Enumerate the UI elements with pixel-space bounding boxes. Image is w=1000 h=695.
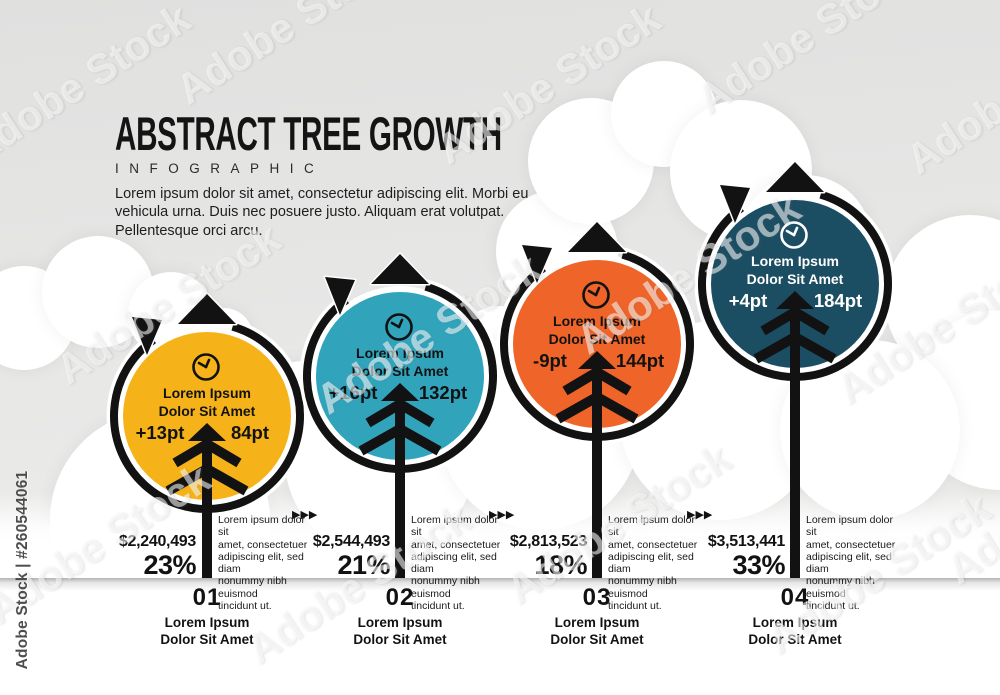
clock-icon xyxy=(582,281,610,309)
circle-label: Lorem Ipsum Dolor Sit Amet xyxy=(351,345,449,380)
chevrons-icon: ▶▶▶ xyxy=(489,509,515,521)
chevrons-icon: ▶▶▶ xyxy=(687,509,713,521)
growth-arrow-icon xyxy=(753,291,837,364)
tree-circle xyxy=(316,292,484,460)
intro-text: Lorem ipsum dolor sit amet, consectetur … xyxy=(115,186,529,239)
delta-label: -9pt xyxy=(533,350,567,371)
page-title: ABSTRACT TREE GROWTH xyxy=(115,107,502,160)
tree-trunk xyxy=(592,362,602,578)
tree-circle xyxy=(711,200,879,368)
amount-label: $2,813,523 xyxy=(509,533,587,550)
step-number: 03 xyxy=(582,584,612,611)
watermark-text: Adobe Stock xyxy=(897,4,1000,184)
ground-area xyxy=(0,578,1000,695)
value-block-02: ▶▶▶ $2,544,493 21% xyxy=(290,508,391,580)
description-text-02: Lorem ipsum dolor sit amet, consectetuer… xyxy=(411,514,501,612)
watermark-text: Adobe Stock xyxy=(167,0,409,114)
tree-circle xyxy=(123,332,291,500)
growth-arrow-icon xyxy=(358,383,442,456)
rotation-ring-icon xyxy=(110,322,304,513)
step-number: 04 xyxy=(780,584,810,611)
circle-label: Lorem Ipsum Dolor Sit Amet xyxy=(158,385,256,420)
step-label: Lorem Ipsum Dolor Sit Amet xyxy=(160,615,254,647)
delta-label: +4pt xyxy=(728,290,768,311)
amount-label: $3,513,441 xyxy=(707,533,785,550)
description-text-04: Lorem ipsum dolor sit amet, consectetuer… xyxy=(806,514,896,612)
rotation-arrowhead-icon xyxy=(520,243,554,285)
circle-label: Lorem Ipsum Dolor Sit Amet xyxy=(746,253,844,288)
clock-icon xyxy=(780,221,808,249)
value-block-03: ▶▶▶ $2,813,523 18% xyxy=(487,508,588,580)
rotation-ring-icon xyxy=(303,282,497,473)
clock-icon xyxy=(192,353,220,381)
header: ABSTRACT TREE GROWTH INFOGRAPHIC Lorem i… xyxy=(115,110,535,240)
step-02: 02 Lorem Ipsum Dolor Sit Amet xyxy=(330,584,470,649)
chevrons-icon: ▶▶▶ xyxy=(292,509,318,521)
tree-trunk xyxy=(202,434,212,578)
step-04: 04 Lorem Ipsum Dolor Sit Amet xyxy=(725,584,865,649)
tree-03-graphic xyxy=(496,220,698,445)
growth-arrow-icon xyxy=(555,351,639,424)
total-label: 184pt xyxy=(813,290,863,311)
step-number: 01 xyxy=(192,584,222,611)
total-label: 132pt xyxy=(418,382,468,403)
tree-04: Lorem Ipsum Dolor Sit Amet +4pt 184pt xyxy=(680,160,910,578)
step-label: Lorem Ipsum Dolor Sit Amet xyxy=(353,615,447,647)
triangle-top-icon xyxy=(566,220,628,254)
rotation-ring-icon xyxy=(698,190,892,381)
growth-arrow-icon xyxy=(165,423,249,496)
value-block-04: ▶▶▶ $3,513,441 33% xyxy=(685,508,786,580)
total-label: 84pt xyxy=(230,422,270,443)
clock-icon xyxy=(385,313,413,341)
tree-03: Lorem Ipsum Dolor Sit Amet -9pt 144pt xyxy=(482,220,712,578)
rotation-arrowhead-icon xyxy=(130,315,164,357)
value-block-01: $2,240,493 23% xyxy=(96,508,197,580)
tree-01: Lorem Ipsum Dolor Sit Amet +13pt 84pt xyxy=(92,292,322,578)
total-label: 144pt xyxy=(615,350,665,371)
percent-label: 18% xyxy=(534,550,587,580)
description-text-01: Lorem ipsum dolor sit amet, consectetuer… xyxy=(218,514,308,612)
step-label: Lorem Ipsum Dolor Sit Amet xyxy=(748,615,842,647)
tree-04-graphic xyxy=(694,160,896,385)
tree-01-graphic xyxy=(106,292,308,517)
tree-circle xyxy=(513,260,681,428)
rotation-ring-icon xyxy=(500,250,694,441)
chevrons-icon xyxy=(96,508,196,533)
delta-label: +16pt xyxy=(328,382,378,403)
percent-label: 23% xyxy=(143,550,196,580)
delta-label: +13pt xyxy=(135,422,185,443)
ground-line xyxy=(0,578,1000,591)
triangle-top-icon xyxy=(369,252,431,286)
triangle-top-icon xyxy=(176,292,238,326)
tree-trunk xyxy=(395,394,405,578)
step-03: 03 Lorem Ipsum Dolor Sit Amet xyxy=(527,584,667,649)
step-number: 02 xyxy=(385,584,415,611)
percent-label: 33% xyxy=(732,550,785,580)
amount-label: $2,240,493 xyxy=(118,533,196,550)
step-01: 01 Lorem Ipsum Dolor Sit Amet xyxy=(137,584,277,649)
tree-trunk xyxy=(790,302,800,578)
step-label: Lorem Ipsum Dolor Sit Amet xyxy=(550,615,644,647)
percent-label: 21% xyxy=(337,550,390,580)
rotation-arrowhead-icon xyxy=(718,183,752,225)
tree-02-graphic xyxy=(299,252,501,477)
rotation-arrowhead-icon xyxy=(323,275,357,317)
triangle-top-icon xyxy=(764,160,826,194)
amount-label: $2,544,493 xyxy=(312,533,390,550)
circle-label: Lorem Ipsum Dolor Sit Amet xyxy=(548,313,646,348)
page-subtitle: INFOGRAPHIC xyxy=(115,161,325,176)
description-text-03: Lorem ipsum dolor sit amet, consectetuer… xyxy=(608,514,698,612)
tree-02: Lorem Ipsum Dolor Sit Amet +16pt 132pt xyxy=(285,252,515,578)
